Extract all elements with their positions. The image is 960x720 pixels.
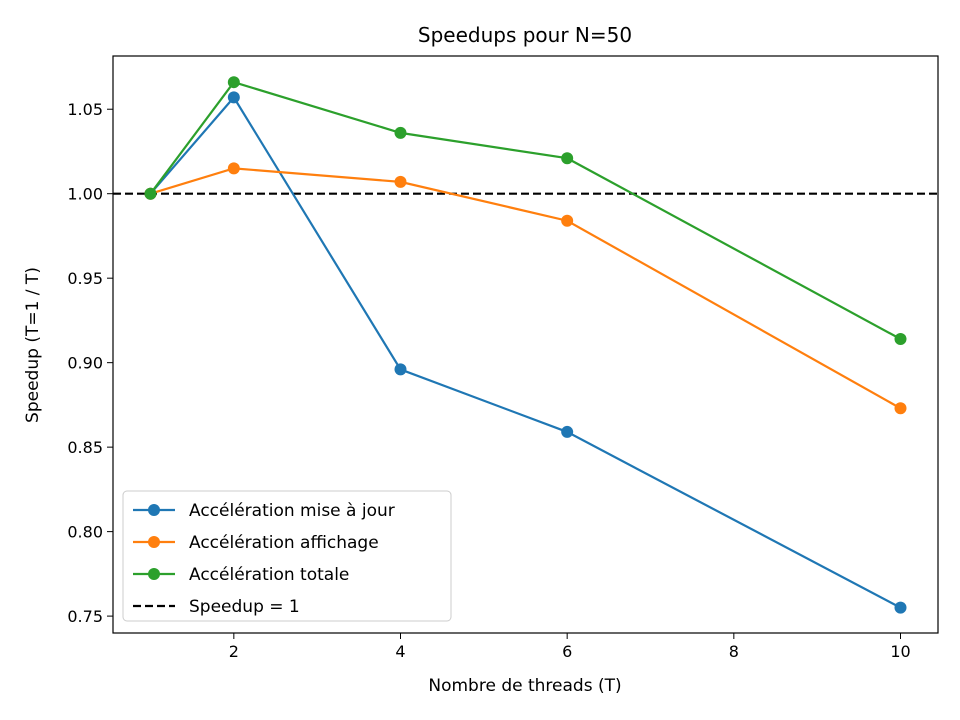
series-2-point [561,214,574,227]
series-1-point [394,363,407,376]
y-tick-label: 0.85 [67,438,103,457]
legend: Accélération mise à jour Accélération aff… [122,490,452,622]
legend-entry-label: Accélération mise à jour [189,501,395,521]
legend-marker [148,536,160,548]
y-tick-label: 0.90 [67,354,103,373]
x-tick-label: 4 [395,642,405,661]
x-tick-label: 8 [729,642,739,661]
y-tick-label: 1.00 [67,185,103,204]
y-tick-label: 0.75 [67,607,103,626]
series-3-point [561,152,574,165]
legend-entry-label: Speedup = 1 [189,597,300,617]
x-tick-label: 6 [562,642,572,661]
series-1-point [227,91,240,104]
axes-frame [112,55,939,634]
series-2-point [227,162,240,175]
legend-box [122,490,452,622]
legend-entry-label: Accélération totale [189,565,349,585]
x-tick-label: 10 [890,642,910,661]
series-3-point [894,333,907,346]
x-tick-label: 2 [229,642,239,661]
series-1-point [894,601,907,614]
y-tick-label: 0.80 [67,523,103,542]
series-3-point [144,187,157,200]
y-tick-label: 0.95 [67,269,103,288]
series-1-point [561,425,574,438]
legend-marker [148,568,160,580]
series-3-point [227,76,240,89]
legend-entry-label: Accélération affichage [189,533,379,553]
y-axis-label: Speedup (T=1 / T) [23,267,43,423]
x-axis-label: Nombre de threads (T) [428,676,621,696]
series-3-point [394,126,407,139]
plot-area: 2 4 6 8 10 0.75 0.80 0.85 0.90 0.95 1.00 1.05 [67,55,939,661]
chart-title: Speedups pour N=50 [418,23,632,47]
series-2-point [394,175,407,188]
series-2-point [894,402,907,415]
series-line-2 [150,167,902,410]
y-tick-label: 1.05 [67,100,103,119]
legend-marker [148,504,160,516]
